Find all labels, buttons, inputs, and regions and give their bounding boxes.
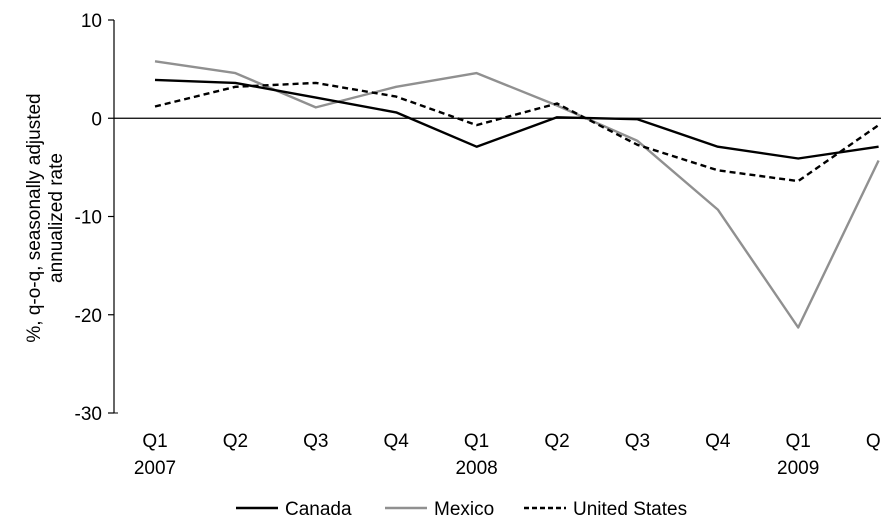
legend: Canada Mexico United States xyxy=(236,499,687,520)
x-axis: Q1 Q2 Q3 Q4 Q1 Q2 Q3 Q4 Q1 Q2 2007 2008 2009 xyxy=(114,117,881,479)
y-axis-label-line-1: %, q-o-q, seasonally adjusted xyxy=(24,93,45,342)
y-tick-label: -30 xyxy=(75,404,102,425)
plot-area xyxy=(154,60,880,329)
series-line-united-states xyxy=(154,81,880,183)
y-axis: 10 0 -10 -20 -30 xyxy=(75,11,115,425)
x-tick-label: Q1 xyxy=(142,431,167,452)
x-year-label: 2009 xyxy=(777,458,819,479)
x-tick-label: Q3 xyxy=(625,431,650,452)
legend-label: Canada xyxy=(285,499,352,520)
legend-label: Mexico xyxy=(434,499,494,520)
y-tick-label: 10 xyxy=(81,11,102,32)
legend-label: United States xyxy=(573,499,687,520)
x-tick-label: Q1 xyxy=(464,431,489,452)
series-line-canada xyxy=(154,78,879,160)
x-tick-label: Q1 xyxy=(786,431,811,452)
y-axis-title: %, q-o-q, seasonally adjusted annualized… xyxy=(24,93,67,342)
x-tick-label: Q2 xyxy=(866,431,881,452)
y-axis-label-line-2: annualized rate xyxy=(46,153,67,283)
x-year-label: 2008 xyxy=(455,458,497,479)
series-line-mexico xyxy=(154,60,880,329)
x-tick-label: Q2 xyxy=(544,431,569,452)
x-year-label: 2007 xyxy=(134,458,176,479)
y-tick-label: 0 xyxy=(91,109,102,130)
x-tick-label: Q4 xyxy=(705,431,731,452)
x-tick-label: Q4 xyxy=(384,431,410,452)
y-tick-label: -10 xyxy=(75,208,102,229)
y-tick-label: -20 xyxy=(75,306,102,327)
x-tick-label: Q2 xyxy=(223,431,248,452)
x-tick-label: Q3 xyxy=(303,431,328,452)
